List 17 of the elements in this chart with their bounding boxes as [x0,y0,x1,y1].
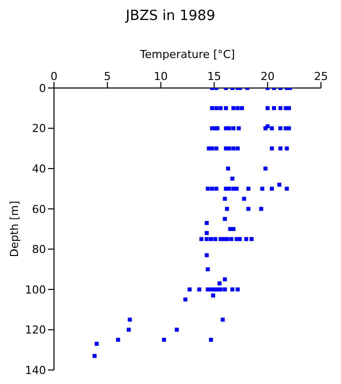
y-tick-label: 40 [32,162,46,176]
y-tick-label: 120 [25,324,46,337]
x-tick-label: 20 [260,70,275,83]
y-axis-title: Depth [m] [8,200,21,258]
x-tick-label: 25 [314,70,328,83]
x-tick-label: 5 [104,70,111,83]
y-tick-label: 100 [25,283,46,296]
y-tick-label: 140 [25,364,46,377]
chart-title: JBZS in 1989 [124,8,216,26]
y-tick-label: 60 [32,202,46,216]
y-tick-label: 20 [32,122,46,136]
y-tick-label: 0 [39,82,46,95]
x-axis-title: Temperature [°C] [139,48,235,61]
y-tick-label: 80 [32,243,46,256]
x-tick-label: 0 [50,70,58,83]
x-tick-label: 10 [154,70,168,83]
x-tick-label: 15 [207,70,222,83]
